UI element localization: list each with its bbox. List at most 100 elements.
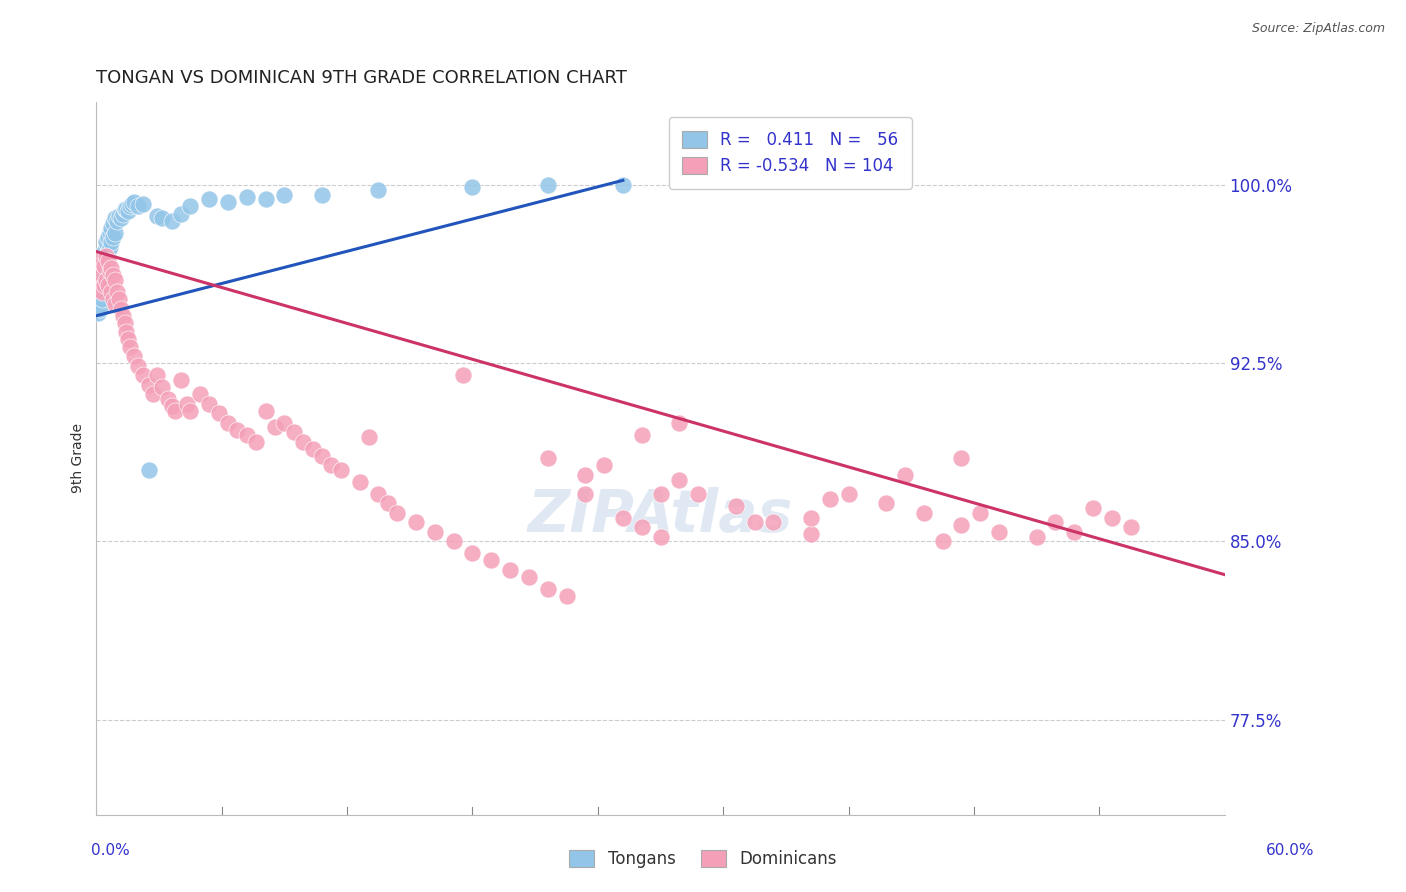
Point <box>160 399 183 413</box>
Point <box>292 434 315 449</box>
Point <box>145 209 167 223</box>
Point <box>117 333 139 347</box>
Point <box>254 192 277 206</box>
Point <box>91 268 114 283</box>
Y-axis label: 9th Grade: 9th Grade <box>72 424 86 493</box>
Point <box>499 563 522 577</box>
Point <box>111 309 134 323</box>
Point <box>311 187 333 202</box>
Point <box>100 235 122 249</box>
Point <box>818 491 841 506</box>
Point <box>104 211 127 226</box>
Point <box>179 199 201 213</box>
Point <box>198 396 221 410</box>
Point <box>461 546 484 560</box>
Point <box>668 473 690 487</box>
Point <box>94 249 117 263</box>
Point <box>89 259 111 273</box>
Point <box>245 434 267 449</box>
Point <box>612 178 634 193</box>
Text: 0.0%: 0.0% <box>91 843 131 858</box>
Point <box>105 213 128 227</box>
Point <box>329 463 352 477</box>
Point <box>104 273 127 287</box>
Point <box>367 183 389 197</box>
Point <box>100 285 122 299</box>
Point <box>264 420 287 434</box>
Text: 60.0%: 60.0% <box>1267 843 1315 858</box>
Point <box>226 423 249 437</box>
Point <box>969 506 991 520</box>
Point <box>931 534 953 549</box>
Point <box>138 377 160 392</box>
Point <box>100 220 122 235</box>
Point <box>1063 524 1085 539</box>
Point <box>103 292 125 306</box>
Point <box>254 403 277 417</box>
Point <box>117 204 139 219</box>
Point <box>94 249 117 263</box>
Point <box>273 187 295 202</box>
Legend: R =   0.411   N =   56, R = -0.534   N = 104: R = 0.411 N = 56, R = -0.534 N = 104 <box>669 118 911 189</box>
Point <box>668 416 690 430</box>
Point <box>800 510 823 524</box>
Point <box>108 209 131 223</box>
Point <box>894 467 917 482</box>
Point <box>574 487 596 501</box>
Point <box>122 194 145 209</box>
Point <box>349 475 371 489</box>
Point <box>612 510 634 524</box>
Point <box>132 368 155 383</box>
Text: TONGAN VS DOMINICAN 9TH GRADE CORRELATION CHART: TONGAN VS DOMINICAN 9TH GRADE CORRELATIO… <box>97 69 627 87</box>
Point <box>97 244 120 259</box>
Point <box>114 202 136 216</box>
Point <box>87 290 110 304</box>
Point <box>94 263 117 277</box>
Point <box>574 467 596 482</box>
Point <box>103 216 125 230</box>
Point <box>236 190 259 204</box>
Point <box>115 202 138 216</box>
Point <box>443 534 465 549</box>
Point <box>630 520 652 534</box>
Point <box>93 277 115 292</box>
Point <box>650 530 672 544</box>
Point <box>537 178 560 193</box>
Point <box>988 524 1011 539</box>
Point <box>405 516 427 530</box>
Point <box>100 261 122 276</box>
Point <box>423 524 446 539</box>
Point <box>110 301 132 316</box>
Point <box>89 283 111 297</box>
Point <box>145 368 167 383</box>
Point <box>89 277 111 292</box>
Point <box>97 230 120 244</box>
Point <box>744 516 766 530</box>
Legend: Tongans, Dominicans: Tongans, Dominicans <box>562 843 844 875</box>
Point <box>87 273 110 287</box>
Point <box>110 211 132 226</box>
Point <box>1119 520 1142 534</box>
Point <box>97 277 120 292</box>
Point <box>650 487 672 501</box>
Point <box>121 197 143 211</box>
Point <box>115 326 138 340</box>
Point <box>179 403 201 417</box>
Point <box>311 449 333 463</box>
Point <box>170 206 193 220</box>
Point <box>1101 510 1123 524</box>
Point <box>479 553 502 567</box>
Point <box>93 270 115 285</box>
Point <box>217 416 239 430</box>
Point <box>950 451 973 466</box>
Text: ZIPAtlas: ZIPAtlas <box>527 487 793 544</box>
Point <box>89 268 111 283</box>
Point <box>98 240 121 254</box>
Point <box>105 285 128 299</box>
Point <box>104 297 127 311</box>
Point <box>537 582 560 596</box>
Point <box>800 527 823 541</box>
Point <box>127 359 149 373</box>
Point <box>98 263 121 277</box>
Point <box>301 442 323 456</box>
